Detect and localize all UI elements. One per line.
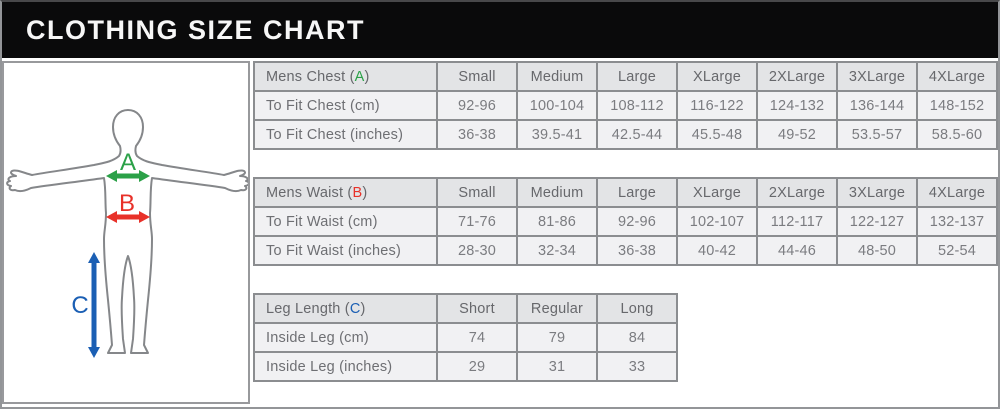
size-value: 44-46 (756, 235, 838, 266)
size-value: 42.5-44 (596, 119, 678, 150)
leg-length-arrow (88, 252, 100, 358)
row-label: To Fit Waist (cm) (253, 206, 438, 237)
size-value: 100-104 (516, 90, 598, 121)
row-label: To Fit Waist (inches) (253, 235, 438, 266)
measure-letter: A (354, 68, 365, 85)
size-value: 29 (436, 351, 518, 382)
size-value: 136-144 (836, 90, 918, 121)
column-header: Long (596, 293, 678, 324)
content-area: A B C (2, 58, 998, 407)
size-value: 53.5-57 (836, 119, 918, 150)
measure-letter: C (349, 300, 361, 317)
table-row: To Fit Chest (cm) 92-96 100-104 108-112 116-… (253, 90, 998, 121)
size-table-mens-waist: Mens Waist (B) Small Medium Large XLarge 2XLa… (253, 177, 998, 266)
table-row: Inside Leg (cm) 74 79 84 (253, 322, 678, 353)
column-header: Small (436, 61, 518, 92)
table-row: To Fit Waist (cm) 71-76 81-86 92-96 102-107 1… (253, 206, 998, 237)
row-label: To Fit Chest (inches) (253, 119, 438, 150)
table-row: To Fit Waist (inches) 28-30 32-34 36-38 40-4… (253, 235, 998, 266)
size-value: 148-152 (916, 90, 998, 121)
table-title: Leg Length (C) (253, 293, 438, 324)
column-header: 2XLarge (756, 177, 838, 208)
size-value: 45.5-48 (676, 119, 758, 150)
column-header: 2XLarge (756, 61, 838, 92)
waist-width-arrow (106, 211, 150, 223)
column-header: XLarge (676, 61, 758, 92)
size-value: 31 (516, 351, 598, 382)
size-value: 116-122 (676, 90, 758, 121)
human-silhouette (6, 109, 248, 354)
column-header: 3XLarge (836, 61, 918, 92)
size-value: 36-38 (436, 119, 518, 150)
size-table-leg-length: Leg Length (C) Short Regular Long Inside Leg… (253, 293, 678, 382)
size-value: 39.5-41 (516, 119, 598, 150)
size-value: 81-86 (516, 206, 598, 237)
column-header: 4XLarge (916, 177, 998, 208)
size-value: 48-50 (836, 235, 918, 266)
table-row: Inside Leg (inches) 29 31 33 (253, 351, 678, 382)
column-header: Large (596, 177, 678, 208)
measure-letter: B (352, 184, 363, 201)
table-row: To Fit Chest (inches) 36-38 39.5-41 42.5-44… (253, 119, 998, 150)
size-value: 33 (596, 351, 678, 382)
size-value: 92-96 (436, 90, 518, 121)
column-header: 4XLarge (916, 61, 998, 92)
column-header: Regular (516, 293, 598, 324)
size-value: 108-112 (596, 90, 678, 121)
size-value: 74 (436, 322, 518, 353)
size-value: 49-52 (756, 119, 838, 150)
size-value: 32-34 (516, 235, 598, 266)
column-header: Short (436, 293, 518, 324)
column-header: Large (596, 61, 678, 92)
size-value: 58.5-60 (916, 119, 998, 150)
size-value: 102-107 (676, 206, 758, 237)
leg-label-c: C (71, 292, 88, 319)
size-value: 36-38 (596, 235, 678, 266)
column-header: 3XLarge (836, 177, 918, 208)
page-title: CLOTHING SIZE CHART (26, 14, 365, 45)
table-title: Mens Waist (B) (253, 177, 438, 208)
size-table-mens-chest: Mens Chest (A) Small Medium Large XLarge 2XLa… (253, 61, 998, 150)
chest-width-arrow (106, 170, 150, 182)
size-value: 132-137 (916, 206, 998, 237)
column-header: Medium (516, 177, 598, 208)
waist-label-b: B (119, 190, 135, 217)
row-label: To Fit Chest (cm) (253, 90, 438, 121)
size-value: 40-42 (676, 235, 758, 266)
size-value: 92-96 (596, 206, 678, 237)
size-value: 52-54 (916, 235, 998, 266)
row-label: Inside Leg (cm) (253, 322, 438, 353)
size-value: 79 (516, 322, 598, 353)
size-value: 84 (596, 322, 678, 353)
size-value: 28-30 (436, 235, 518, 266)
size-value: 122-127 (836, 206, 918, 237)
size-value: 124-132 (756, 90, 838, 121)
title-bar: CLOTHING SIZE CHART (2, 2, 998, 58)
column-header: Small (436, 177, 518, 208)
column-header: XLarge (676, 177, 758, 208)
size-value: 112-117 (756, 206, 838, 237)
column-header: Medium (516, 61, 598, 92)
size-value: 71-76 (436, 206, 518, 237)
chest-label-a: A (120, 149, 136, 176)
human-figure-illustration: A B C (6, 109, 248, 358)
table-title: Mens Chest (A) (253, 61, 438, 92)
row-label: Inside Leg (inches) (253, 351, 438, 382)
body-measurement-diagram: A B C (2, 61, 250, 404)
size-tables: Mens Chest (A) Small Medium Large XLarge 2XLa… (253, 61, 998, 407)
